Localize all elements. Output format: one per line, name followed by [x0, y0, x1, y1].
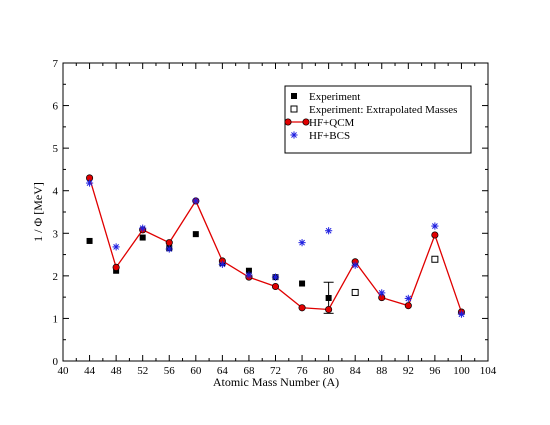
point-experiment: [299, 280, 306, 287]
series-hf-qcm: [86, 174, 465, 316]
point-hf-bcs: [85, 179, 94, 187]
x-tick-label: 88: [376, 365, 388, 377]
asterisk-stroke: [352, 262, 359, 269]
point-hf-qcm: [271, 282, 280, 291]
point-hf-qcm: [298, 304, 306, 312]
point-experiment: [325, 294, 332, 301]
x-tick-label: 84: [350, 365, 362, 377]
legend-marker-hf-qcm: [284, 118, 292, 126]
point-hf-qcm: [431, 231, 439, 239]
asterisk-stroke: [325, 227, 332, 234]
y-tick-label: 5: [53, 143, 59, 155]
y-axis-title: 1 / Φ [MeV]: [31, 182, 45, 242]
point-hf-bcs: [192, 197, 200, 205]
x-tick-label: 48: [111, 365, 123, 377]
point-experiment: [245, 267, 252, 274]
x-tick-label: 80: [323, 365, 335, 377]
y-tick-label: 2: [53, 271, 59, 283]
legend-entry-extrapolated: Experiment: Extrapolated Masses: [290, 104, 457, 116]
x-tick-label: 96: [429, 365, 441, 377]
point-hf-bcs: [218, 260, 226, 268]
legend-label-extrapolated: Experiment: Extrapolated Masses: [309, 104, 457, 116]
x-tick-label: 44: [84, 365, 96, 377]
point-hf-bcs: [378, 289, 386, 297]
x-axis: 40 44 48 52 56 60 64 68 72 76 80 84 88 92 96 100 104: [58, 63, 497, 377]
asterisk-stroke: [299, 239, 305, 246]
legend-entry-hf-bcs: HF+BCS: [290, 130, 350, 142]
asterisk-stroke: [458, 311, 465, 318]
point-experiment: [139, 234, 146, 241]
point-hf-qcm: [325, 305, 333, 314]
series-experiment: [86, 231, 334, 314]
x-tick-label: 52: [137, 365, 148, 377]
point-hf-bcs: [351, 261, 359, 269]
y-tick-label: 7: [53, 58, 59, 70]
legend-label-experiment: Experiment: [309, 91, 360, 103]
point-hf-bcs: [165, 245, 173, 253]
point-hf-bcs: [457, 310, 466, 318]
asterisk-stroke: [378, 289, 385, 296]
point-extrapolated: [351, 288, 359, 296]
legend-marker-experiment: [291, 93, 297, 99]
y-tick-label: 1: [53, 313, 59, 325]
asterisk-stroke: [113, 244, 120, 250]
legend-box: [284, 85, 472, 154]
asterisk-stroke: [291, 132, 297, 138]
point-hf-bcs: [404, 294, 412, 303]
x-tick-label: 104: [480, 365, 497, 377]
x-axis-title: Atomic Mass Number (A): [213, 375, 339, 389]
legend-asterisk: [290, 131, 298, 139]
asterisk-stroke: [246, 272, 252, 278]
point-hf-qcm: [404, 302, 412, 310]
x-tick-label: 68: [243, 365, 255, 377]
asterisk-stroke: [86, 180, 93, 186]
y-tick-label: 6: [53, 101, 59, 113]
line-hf-qcm: [88, 177, 463, 313]
series-extrapolated: [351, 255, 439, 296]
asterisk-stroke: [405, 295, 412, 302]
point-hf-bcs: [325, 227, 333, 235]
x-tick-label: 72: [270, 365, 281, 377]
legend-label-hf-qcm: HF+QCM: [309, 117, 355, 129]
legend-label-hf-bcs: HF+BCS: [309, 130, 350, 142]
asterisk-stroke: [166, 246, 173, 252]
y-tick-label: 3: [53, 228, 59, 240]
asterisk-stroke: [272, 274, 279, 281]
asterisk-stroke: [139, 225, 146, 232]
x-tick-label: 40: [58, 365, 70, 377]
series-hf-bcs: [85, 179, 466, 318]
point-hf-qcm: [165, 239, 173, 247]
point-experiment: [192, 231, 199, 238]
x-tick-label: 64: [217, 365, 229, 377]
x-tick-label: 60: [190, 365, 202, 377]
point-hf-bcs: [139, 224, 147, 232]
point-hf-bcs: [298, 239, 306, 247]
y-tick-label: 0: [53, 356, 59, 368]
point-extrapolated: [431, 255, 439, 263]
x-tick-label: 56: [164, 365, 176, 377]
point-hf-bcs: [271, 273, 280, 281]
point-hf-bcs: [112, 243, 120, 251]
x-tick-label: 100: [453, 365, 470, 377]
legend-marker-hf-qcm-end: [302, 118, 310, 126]
point-hf-qcm: [112, 263, 120, 271]
y-tick-label: 4: [53, 186, 59, 198]
point-hf-bcs: [431, 222, 439, 230]
point-hf-bcs: [245, 271, 253, 279]
asterisk-stroke: [431, 223, 438, 229]
legend-marker-hf-bcs: [290, 131, 298, 139]
legend-entry-hf-qcm: HF+QCM: [284, 117, 355, 129]
x-tick-label: 76: [297, 365, 309, 377]
asterisk-stroke: [219, 261, 226, 268]
series-layer: [85, 174, 466, 318]
asterisk-stroke: [192, 198, 199, 204]
point-experiment: [86, 237, 93, 244]
legend-entry-experiment: Experiment: [291, 91, 360, 103]
legend: Experiment Experiment: Extrapolated Mass…: [284, 85, 472, 154]
legend-marker-extrapolated: [290, 105, 298, 113]
x-tick-label: 92: [403, 365, 414, 377]
y-axis: 0 1 2 3 4 5 6 7: [53, 58, 488, 368]
